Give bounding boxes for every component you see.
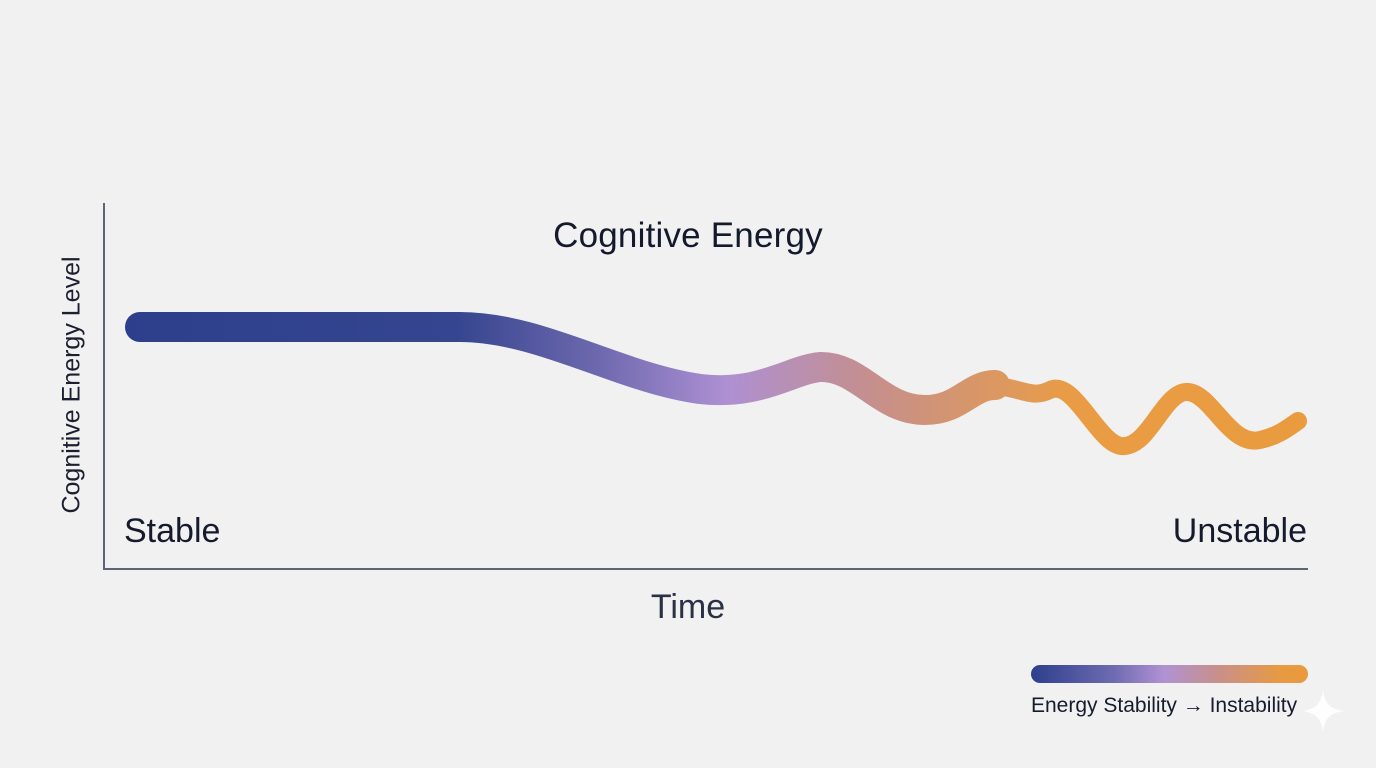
chart-title: Cognitive Energy: [553, 216, 823, 255]
x-axis-label: Time: [650, 588, 726, 626]
sparkle-icon: [1302, 690, 1344, 732]
legend-label: Energy Stability → Instability: [1031, 694, 1298, 717]
unstable-segment: [981, 377, 1307, 455]
legend-gradient-bar: [1031, 665, 1308, 683]
unstable-label: Unstable: [1172, 512, 1307, 550]
x-axis-line: [103, 568, 1308, 570]
stable-label: Stable: [124, 512, 221, 550]
y-axis-line: [103, 203, 105, 569]
stable-segment: [125, 312, 1010, 425]
